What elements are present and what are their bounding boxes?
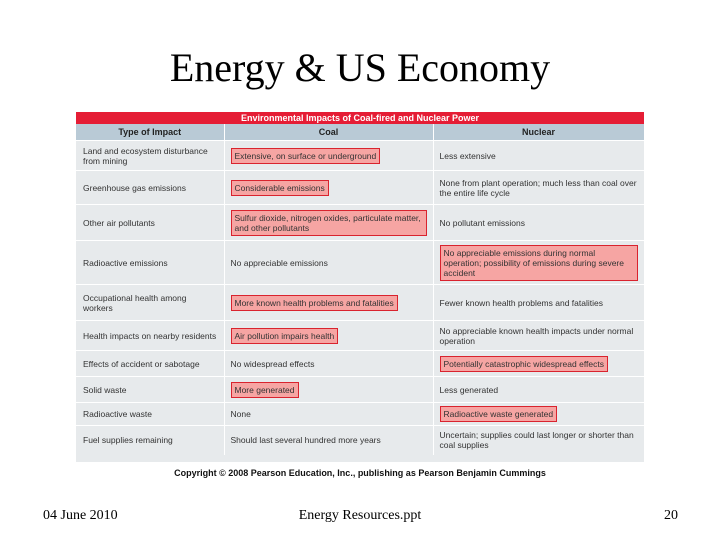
impact-type-cell: Solid waste xyxy=(76,376,225,403)
coal-cell-text: No widespread effects xyxy=(230,358,315,369)
table-row: Radioactive waste None Radioactive waste g… xyxy=(76,402,645,426)
slide-title: Energy & US Economy xyxy=(169,45,551,90)
nuclear-cell-text: No appreciable known health impacts unde… xyxy=(439,325,634,346)
impact-type-cell: Occupational health among workers xyxy=(76,284,225,321)
nuclear-cell: No appreciable known health impacts unde… xyxy=(433,320,645,351)
coal-cell: None xyxy=(224,402,434,426)
coal-cell: More known health problems and fatalitie… xyxy=(224,284,434,321)
nuclear-cell-text: Less extensive xyxy=(439,150,496,161)
copyright-notice: Copyright © 2008 Pearson Education, Inc.… xyxy=(174,468,546,478)
impacts-table: Environmental Impacts of Coal-fired and … xyxy=(76,112,645,462)
impact-type-cell: Fuel supplies remaining xyxy=(76,425,225,455)
coal-cell-text: More generated xyxy=(230,381,299,398)
table-row: Other air pollutants Sulfur dioxide, nitr… xyxy=(76,204,645,241)
table-row: Solid waste More generated Less generated xyxy=(76,376,645,403)
nuclear-cell-text: Fewer known health problems and fataliti… xyxy=(439,297,603,308)
nuclear-cell-text: Uncertain; supplies could last longer or… xyxy=(439,430,634,451)
table-row: Greenhouse gas emissions Considerable emi… xyxy=(76,170,645,205)
nuclear-cell-text: Radioactive waste generated xyxy=(439,406,558,422)
coal-cell-text: No appreciable emissions xyxy=(230,257,328,268)
coal-cell: Sulfur dioxide, nitrogen oxides, particu… xyxy=(224,204,434,241)
coal-cell: No widespread effects xyxy=(224,350,434,377)
footer-date: 04 June 2010 xyxy=(43,508,118,523)
impact-type-cell: Effects of accident or sabotage xyxy=(76,350,225,377)
coal-cell: No appreciable emissions xyxy=(224,240,434,285)
coal-cell-text: Air pollution impairs health xyxy=(230,327,339,344)
nuclear-cell: No pollutant emissions xyxy=(433,204,645,241)
header-nuclear: Nuclear xyxy=(433,124,645,141)
header-type-of-impact: Type of Impact xyxy=(76,124,225,141)
nuclear-cell: No appreciable emissions during normal o… xyxy=(433,240,645,285)
impact-type-cell: Other air pollutants xyxy=(76,204,225,241)
coal-cell-text: None xyxy=(230,409,251,419)
nuclear-cell-text: None from plant operation; much less tha… xyxy=(439,177,637,198)
nuclear-cell: Uncertain; supplies could last longer or… xyxy=(433,425,645,455)
table-row: Fuel supplies remaining Should last sever… xyxy=(76,425,645,455)
footer-filename: Energy Resources.ppt xyxy=(298,508,422,523)
table-body: Land and ecosystem disturbance from mini… xyxy=(76,140,645,455)
impacts-grid: Type of Impact Coal Nuclear Land and eco… xyxy=(76,124,645,455)
impact-type-cell: Radioactive emissions xyxy=(76,240,225,285)
table-header-row: Type of Impact Coal Nuclear xyxy=(76,124,645,141)
header-coal: Coal xyxy=(224,124,434,141)
table-title: Environmental Impacts of Coal-fired and … xyxy=(76,112,644,124)
table-row: Radioactive emissions No appreciable emis… xyxy=(76,240,645,285)
nuclear-cell: Potentially catastrophic widespread effe… xyxy=(433,350,645,377)
coal-cell: Considerable emissions xyxy=(224,170,434,205)
nuclear-cell: Less generated xyxy=(433,376,645,403)
nuclear-cell-text: Potentially catastrophic widespread effe… xyxy=(439,355,608,372)
coal-cell-text: More known health problems and fatalitie… xyxy=(230,294,398,311)
coal-cell: Should last several hundred more years xyxy=(224,425,434,455)
nuclear-cell: None from plant operation; much less tha… xyxy=(433,170,645,205)
table-row: Land and ecosystem disturbance from mini… xyxy=(76,140,645,171)
coal-cell-text: Extensive, on surface or underground xyxy=(230,147,381,164)
impact-type-cell: Radioactive waste xyxy=(76,402,225,426)
table-row: Occupational health among workers More kn… xyxy=(76,284,645,321)
coal-cell: Extensive, on surface or underground xyxy=(224,140,434,171)
footer-page-number: 20 xyxy=(664,508,678,523)
nuclear-cell-text: No appreciable emissions during normal o… xyxy=(439,244,638,281)
nuclear-cell-text: No pollutant emissions xyxy=(439,217,526,228)
table-row: Health impacts on nearby residents Air po… xyxy=(76,320,645,351)
nuclear-cell: Radioactive waste generated xyxy=(433,402,645,426)
impact-type-cell: Land and ecosystem disturbance from mini… xyxy=(76,140,225,171)
nuclear-cell: Fewer known health problems and fataliti… xyxy=(433,284,645,321)
coal-cell-text: Considerable emissions xyxy=(230,179,329,196)
impact-type-cell: Health impacts on nearby residents xyxy=(76,320,225,351)
impact-type-cell: Greenhouse gas emissions xyxy=(76,170,225,205)
coal-cell: More generated xyxy=(224,376,434,403)
nuclear-cell: Less extensive xyxy=(433,140,645,171)
coal-cell-text: Sulfur dioxide, nitrogen oxides, particu… xyxy=(230,209,427,236)
coal-cell-text: Should last several hundred more years xyxy=(230,435,381,446)
table-row: Effects of accident or sabotage No widesp… xyxy=(76,350,645,377)
coal-cell: Air pollution impairs health xyxy=(224,320,434,351)
nuclear-cell-text: Less generated xyxy=(439,384,499,395)
